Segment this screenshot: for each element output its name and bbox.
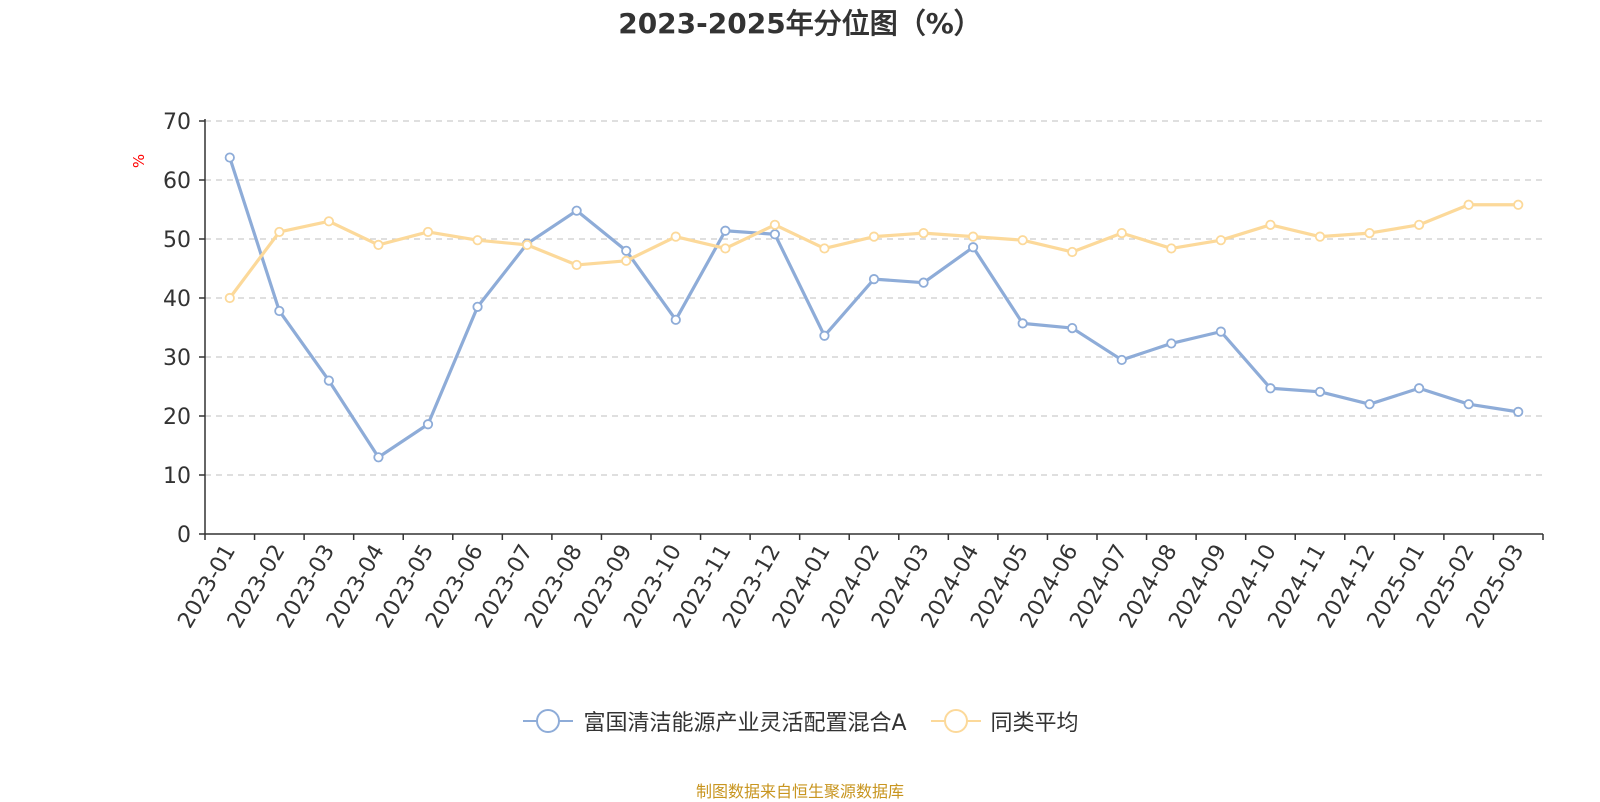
data-source-note: 制图数据来自恒生聚源数据库 — [695, 782, 904, 801]
data-point[interactable] — [571, 259, 582, 271]
data-point[interactable] — [1017, 235, 1028, 246]
data-point[interactable] — [1166, 243, 1177, 254]
data-point[interactable] — [621, 245, 632, 256]
data-point[interactable] — [868, 274, 880, 285]
data-point[interactable] — [1513, 406, 1524, 417]
legend-line-circle-icon — [523, 709, 574, 733]
data-point[interactable] — [224, 292, 235, 304]
data-point[interactable] — [1215, 326, 1226, 337]
grid-lines — [205, 120, 1543, 476]
data-point[interactable] — [323, 375, 334, 386]
data-point[interactable] — [1414, 383, 1425, 394]
data-point[interactable] — [918, 228, 929, 239]
data-point[interactable] — [1414, 219, 1425, 230]
series-layer — [224, 152, 1524, 463]
data-point[interactable] — [1265, 219, 1276, 230]
data-point[interactable] — [670, 314, 681, 325]
y-tick-label: 70 — [163, 110, 191, 135]
legend-line-circle-icon — [930, 709, 981, 733]
data-point[interactable] — [819, 243, 830, 254]
data-point[interactable] — [918, 277, 929, 288]
data-point[interactable] — [472, 235, 483, 246]
legend-item-fund[interactable]: 富国清洁能源产业灵活配置混合A — [521, 705, 907, 737]
data-point[interactable] — [571, 205, 582, 216]
data-point[interactable] — [1067, 246, 1078, 258]
legend: 富国清洁能源产业灵活配置混合A 同类平均 — [0, 705, 1600, 737]
data-point[interactable] — [373, 239, 384, 250]
data-point[interactable] — [323, 216, 334, 227]
chart-title: 2023-2025年分位图（%） — [618, 7, 982, 40]
data-point[interactable] — [472, 301, 483, 312]
data-point[interactable] — [224, 152, 235, 163]
y-tick-label: 40 — [163, 287, 191, 312]
data-point[interactable] — [1215, 235, 1226, 246]
y-axis-label: % — [130, 154, 148, 168]
y-tick-label: 50 — [163, 228, 191, 253]
data-point[interactable] — [670, 231, 681, 242]
y-tick-label: 0 — [177, 523, 191, 548]
data-point[interactable] — [373, 452, 384, 463]
data-point[interactable] — [1116, 354, 1127, 366]
data-point[interactable] — [968, 242, 979, 253]
y-tick-label: 60 — [163, 169, 191, 194]
data-point[interactable] — [422, 226, 434, 238]
y-tick-label: 30 — [163, 346, 191, 371]
data-point[interactable] — [522, 239, 533, 250]
data-point[interactable] — [720, 225, 731, 236]
y-tick-labels: 0 10 20 30 40 50 60 70 — [163, 110, 191, 548]
data-point[interactable] — [1265, 383, 1276, 394]
data-point[interactable] — [1364, 399, 1375, 410]
data-point[interactable] — [1513, 199, 1524, 210]
data-point[interactable] — [1364, 228, 1375, 239]
legend-label-average: 同类平均 — [990, 711, 1079, 736]
data-point[interactable] — [274, 305, 285, 317]
axes — [199, 119, 1544, 540]
x-tick-labels: 2023-012023-022023-032023-042023-052023-… — [173, 541, 1529, 633]
data-point[interactable] — [720, 243, 731, 254]
data-point[interactable] — [422, 419, 434, 430]
data-point[interactable] — [1017, 318, 1028, 329]
data-point[interactable] — [1067, 322, 1078, 334]
y-tick-label: 10 — [163, 464, 191, 489]
legend-item-average[interactable]: 同类平均 — [929, 705, 1079, 737]
data-point[interactable] — [1166, 338, 1177, 349]
data-point[interactable] — [968, 231, 979, 242]
y-tick-label: 20 — [163, 405, 191, 430]
series-line-0 — [228, 157, 1519, 459]
data-point[interactable] — [274, 226, 285, 238]
data-point[interactable] — [769, 219, 780, 230]
data-point[interactable] — [1314, 386, 1326, 397]
data-point[interactable] — [819, 330, 830, 341]
data-point[interactable] — [1116, 228, 1127, 239]
data-point[interactable] — [1463, 199, 1474, 210]
data-point[interactable] — [1314, 231, 1326, 242]
data-point[interactable] — [868, 231, 880, 242]
data-point[interactable] — [621, 255, 632, 266]
legend-label-fund: 富国清洁能源产业灵活配置混合A — [583, 711, 907, 736]
data-point[interactable] — [769, 229, 780, 240]
data-point[interactable] — [1463, 399, 1474, 410]
